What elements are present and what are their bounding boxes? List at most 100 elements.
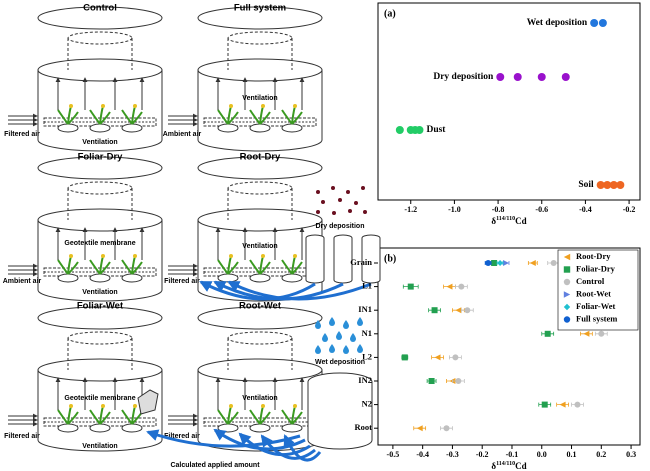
point: [616, 181, 625, 189]
pot: [57, 423, 79, 433]
grain: [293, 254, 297, 258]
water-drop: [315, 320, 321, 329]
dry-particle: [348, 209, 352, 213]
wet-deposition-label: Wet deposition: [315, 359, 365, 366]
x-tick-label: -0.3: [446, 450, 459, 459]
lid: [37, 156, 163, 180]
x-tick-label: -1.2: [404, 205, 417, 214]
pot: [89, 123, 111, 133]
plant: [217, 105, 239, 125]
grain: [229, 404, 233, 408]
grain: [229, 104, 233, 108]
panel-label: (b): [384, 253, 396, 264]
x-label-part: δ: [491, 461, 496, 471]
marker: [458, 283, 465, 290]
pot: [57, 123, 79, 133]
marker: [485, 260, 492, 266]
y-tick-label: IN1: [358, 304, 372, 314]
x-tick-label: 0.2: [596, 450, 606, 459]
point: [561, 73, 570, 81]
marker: [443, 425, 450, 432]
y-tick-label: Grain: [350, 257, 372, 267]
point: [603, 181, 612, 189]
point-label: Dust: [426, 125, 446, 135]
panel-label: (a): [384, 8, 396, 19]
body: [37, 220, 163, 302]
plant: [57, 105, 79, 125]
point: [415, 126, 424, 134]
pot: [57, 273, 79, 283]
marker: [464, 307, 471, 314]
grain: [69, 104, 73, 108]
plant: [89, 255, 111, 275]
marker: [455, 307, 462, 314]
x-axis-label: δ114/110Cd: [491, 216, 526, 226]
panel-label: Filtered air: [4, 131, 40, 138]
flow-arrow: [238, 432, 311, 457]
tank: [307, 382, 373, 450]
legend-marker: [563, 278, 571, 286]
lid: [37, 6, 163, 30]
panel-title: Full system: [234, 3, 286, 14]
tube: [333, 238, 353, 284]
water-drop: [329, 317, 335, 326]
y-tick-label: N2: [362, 399, 372, 409]
x-tick-label: -0.1: [506, 450, 519, 459]
body: [197, 70, 323, 152]
x-tick-label: -0.8: [492, 205, 505, 214]
marker: [446, 283, 453, 290]
pot: [217, 423, 239, 433]
legend-marker: [563, 291, 571, 298]
dry-particle: [346, 190, 350, 194]
dry-particle: [332, 211, 336, 215]
panel-label: Filtered air: [164, 433, 200, 440]
flow-arrow: [227, 280, 372, 301]
pot: [281, 423, 303, 433]
legend-label: Root-Wet: [576, 288, 611, 298]
lid: [37, 306, 163, 330]
marker: [434, 354, 441, 361]
pot: [281, 123, 303, 133]
panel-label: Ambient air: [163, 131, 202, 138]
body-top: [197, 208, 323, 232]
panel-title: Control: [83, 3, 117, 14]
legend-marker: [563, 253, 571, 261]
marker: [416, 425, 423, 432]
point-label: Dry deposition: [433, 72, 494, 82]
marker: [491, 260, 498, 266]
water-drop: [357, 317, 363, 326]
marker: [503, 260, 510, 266]
x-tick-label: -0.6: [535, 205, 548, 214]
marker: [559, 401, 566, 408]
x-label-part: Cd: [515, 461, 527, 471]
inner-top: [227, 31, 293, 45]
x-tick-label: -0.2: [476, 450, 489, 459]
plant: [249, 405, 271, 425]
body-top: [197, 58, 323, 82]
pot: [249, 273, 271, 283]
tube: [361, 238, 381, 284]
legend-label: Foliar-Wet: [576, 301, 616, 311]
water-drop: [357, 344, 363, 353]
grain: [101, 254, 105, 258]
water-drop: [343, 320, 349, 329]
pot: [281, 273, 303, 283]
pot: [89, 423, 111, 433]
plant: [281, 255, 303, 275]
panel-title: Foliar-Dry: [78, 152, 124, 163]
inner-top: [67, 181, 133, 195]
plant: [217, 405, 239, 425]
plant: [57, 255, 79, 275]
panel-label: Ventilation: [242, 395, 277, 402]
grain: [261, 404, 265, 408]
grain: [261, 104, 265, 108]
marker: [541, 401, 548, 408]
legend-marker: [563, 266, 571, 273]
plant: [249, 255, 271, 275]
inner-top: [227, 181, 293, 195]
marker: [455, 378, 462, 384]
marker: [529, 260, 536, 266]
grain: [101, 404, 105, 408]
panel-label: Ventilation: [242, 243, 277, 250]
tube: [305, 238, 325, 284]
